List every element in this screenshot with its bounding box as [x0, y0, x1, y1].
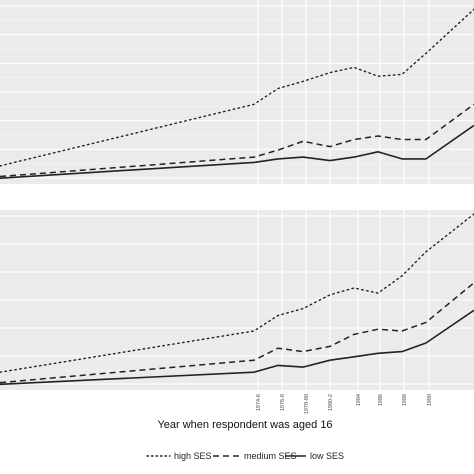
x-tick-label: 1976-8 — [280, 394, 286, 411]
x-tick-label: 1988 — [402, 394, 408, 406]
bottom-series-low-ses — [0, 309, 474, 386]
x-tick-label: 1980-2 — [328, 394, 334, 411]
x-tick-label: 1990 — [427, 394, 433, 406]
top-series-low-ses — [0, 124, 474, 179]
legend-label-low-ses: low SES — [310, 451, 344, 461]
top-series-high-ses — [0, 8, 474, 167]
x-tick-label: 1986 — [378, 394, 384, 406]
x-tick-labels: 1974-6 1976-8 1978-80 1980-2 1984 1986 1988 199… — [256, 394, 433, 414]
bottom-panel — [0, 210, 474, 390]
top-panel-grid — [0, 0, 474, 184]
legend: high SES medium SES low SES — [146, 451, 344, 461]
legend-label-high-ses: high SES — [174, 451, 212, 461]
x-axis-title: Year when respondent was aged 16 — [157, 419, 332, 431]
x-tick-label: 1984 — [356, 394, 362, 406]
x-tick-label: 1974-6 — [256, 394, 262, 411]
bottom-panel-series — [0, 213, 474, 386]
bottom-series-high-ses — [0, 213, 474, 373]
legend-label-medium-ses: medium SES — [244, 451, 297, 461]
x-tick-label: 1978-80 — [304, 394, 310, 414]
bottom-series-medium-ses — [0, 282, 474, 384]
top-panel-series — [0, 8, 474, 179]
top-panel — [0, 0, 474, 184]
bottom-panel-grid — [0, 210, 474, 390]
